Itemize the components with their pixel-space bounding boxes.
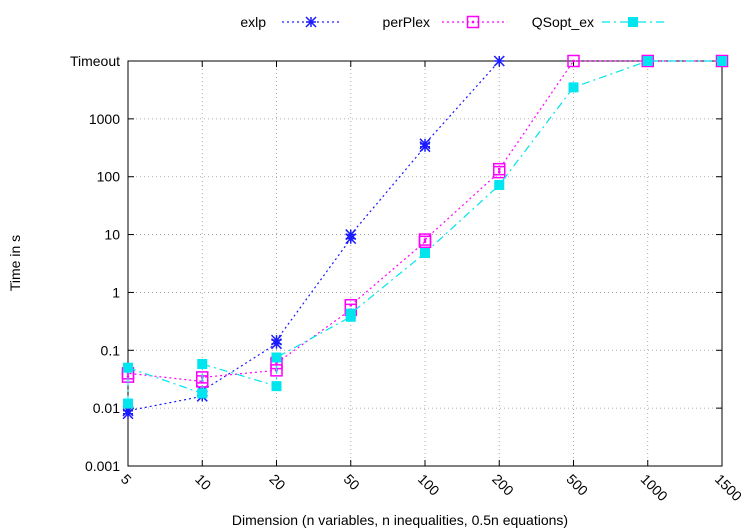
- y-tick-label: 0.1: [101, 342, 121, 358]
- x-tick-label: 200: [489, 471, 517, 499]
- y-tick-label: 10: [104, 227, 120, 243]
- x-tick-label: 500: [563, 471, 591, 499]
- series-line: [127, 60, 722, 404]
- legend-label: exlp: [240, 14, 266, 30]
- marker-stroke: [270, 334, 283, 346]
- y-tick-label: 1000: [89, 111, 120, 127]
- legend-label: QSopt_ex: [532, 14, 594, 30]
- data-point: [419, 138, 431, 150]
- x-tick-label: 5: [118, 471, 135, 488]
- y-tick-label: Timeout: [70, 53, 120, 69]
- marker-dot: [349, 304, 352, 307]
- marker-box: [418, 233, 432, 246]
- marker-box: [567, 54, 580, 68]
- y-tick-label: 0.01: [93, 400, 120, 416]
- marker-dot: [275, 361, 278, 365]
- data-point: [418, 233, 432, 246]
- legend-entry: QSopt_ex: [532, 14, 664, 30]
- x-tick-label: 10: [192, 471, 214, 493]
- series-exlp: [122, 55, 505, 420]
- data-point: [493, 55, 505, 67]
- grid-lines: [128, 61, 722, 466]
- data-series: [121, 54, 729, 420]
- legend-entry: perPlex: [383, 14, 504, 30]
- data-point: [197, 358, 208, 369]
- legend-entry: exlp: [240, 14, 340, 30]
- data-point: [717, 56, 727, 66]
- marker-box: [196, 371, 209, 384]
- series-qsopt-ex: [123, 56, 727, 409]
- marker-dot: [126, 375, 130, 378]
- marker-dot: [498, 167, 501, 171]
- series-line: [127, 60, 722, 383]
- x-tick-label: 20: [266, 471, 288, 493]
- y-tick-label: 100: [97, 169, 121, 185]
- marker-stroke: [419, 138, 431, 150]
- data-point: [420, 248, 430, 259]
- marker-dot: [471, 20, 475, 24]
- legend-marker: [628, 17, 638, 27]
- legend-label: perPlex: [383, 14, 430, 30]
- x-axis-title: Dimension (n variables, n inequalities, …: [232, 512, 568, 528]
- data-point: [123, 398, 133, 409]
- data-point: [642, 56, 653, 66]
- legend-marker: [466, 15, 480, 29]
- data-point: [345, 308, 356, 319]
- data-point: [270, 334, 283, 346]
- data-point: [271, 381, 282, 392]
- marker-dot: [423, 238, 427, 241]
- y-tick-label: 0.001: [85, 458, 120, 474]
- marker-stroke: [345, 229, 357, 241]
- data-point: [568, 82, 579, 93]
- marker-dot: [423, 240, 427, 244]
- marker-box: [493, 162, 506, 176]
- legend: exlp perPlex QSopt_ex: [240, 14, 664, 30]
- data-point: [493, 162, 506, 176]
- data-point: [123, 362, 133, 373]
- marker-stroke: [305, 16, 317, 28]
- data-point: [271, 352, 282, 363]
- y-tick-label: 1: [112, 284, 120, 300]
- y-axis-title: Time in s: [7, 235, 23, 291]
- marker-dot: [498, 170, 501, 174]
- marker-box: [466, 15, 480, 29]
- series-line: [127, 60, 500, 414]
- marker-dot: [572, 59, 575, 63]
- legend-marker: [305, 16, 317, 28]
- marker-stroke: [493, 55, 505, 67]
- axis-ticks: 0.001 0.01 0.1 1 10 100 1000 Timeout 5 10 20 50 100 2…: [70, 53, 745, 504]
- data-point: [494, 179, 505, 190]
- marker-box: [270, 364, 283, 377]
- x-tick-label: 1500: [712, 471, 745, 504]
- data-point: [197, 388, 208, 399]
- data-point: [345, 229, 357, 241]
- data-point: [567, 54, 580, 68]
- x-tick-label: 50: [341, 471, 363, 493]
- x-tick-label: 100: [415, 471, 443, 499]
- x-tick-label: 1000: [638, 471, 671, 504]
